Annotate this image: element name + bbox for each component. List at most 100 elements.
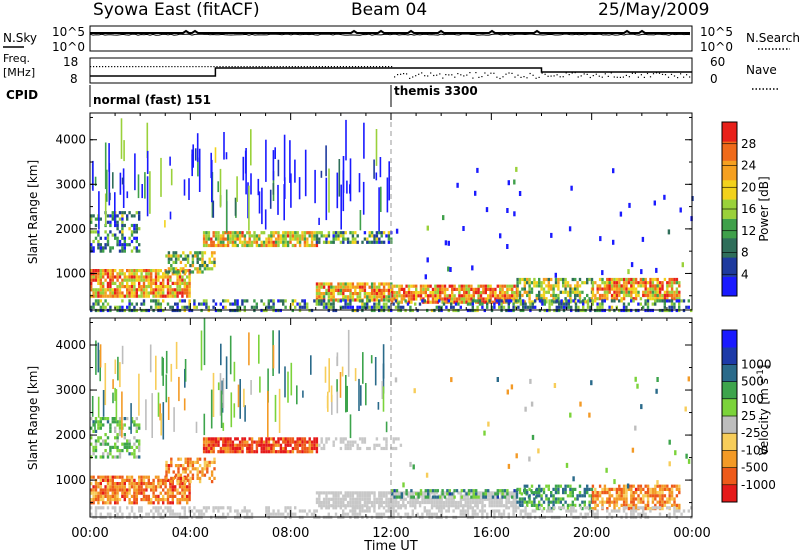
scatter-cell [325, 237, 328, 241]
scatter-streak [298, 177, 301, 200]
scatter-cell [334, 285, 338, 289]
scatter-cell [518, 281, 522, 285]
scatter-cell [412, 297, 415, 301]
scatter-cell [569, 293, 572, 298]
scatter-cell [658, 497, 662, 501]
scatter-cell [630, 281, 633, 285]
scatter-cell [603, 293, 607, 298]
scatter-cell [159, 305, 162, 309]
scatter-cell [594, 297, 597, 301]
scatter-cell [627, 503, 631, 507]
scatter-cell [255, 234, 259, 238]
scatter-streak [165, 350, 168, 374]
scatter-cell [531, 434, 535, 440]
scatter-cell [128, 498, 131, 502]
scatter-cell [658, 284, 662, 288]
scatter-cell [277, 231, 280, 235]
scatter-cell [507, 305, 510, 309]
scatter-cell [431, 294, 435, 298]
scatter-cell [166, 491, 170, 495]
scatter-cell [675, 509, 678, 513]
scatter-cell [322, 443, 326, 447]
scatter-cell [133, 275, 136, 279]
scatter-cell [552, 503, 555, 507]
scatter-cell [106, 452, 110, 456]
scatter-cell [152, 494, 155, 498]
scatter-cell [557, 277, 560, 282]
scatter-cell [118, 420, 122, 424]
scatter-cell [458, 287, 461, 291]
nave-dot [126, 66, 128, 68]
scatter-cell [661, 293, 664, 298]
scatter-cell [186, 501, 189, 505]
scatter-cell [109, 429, 112, 433]
scatter-cell [484, 284, 487, 288]
scatter-streak [203, 318, 206, 366]
scatter-cell [92, 485, 95, 489]
scatter-cell [172, 267, 175, 271]
scatter-cell [361, 437, 364, 441]
scatter-cell [121, 214, 124, 218]
scatter-cell [378, 302, 381, 306]
scatter-cell [516, 500, 519, 504]
scatter-cell [507, 302, 510, 306]
scatter-cell [622, 487, 626, 491]
scatter-cell [178, 285, 182, 289]
scatter-cell [152, 291, 155, 295]
scatter-cell [622, 305, 626, 309]
scatter-cell [626, 483, 630, 489]
scatter-streak [318, 217, 320, 225]
scatter-cell [118, 475, 122, 479]
scatter-cell [200, 512, 203, 516]
scatter-streak [354, 368, 357, 382]
scatter-cell [346, 440, 350, 444]
scatter-cell [296, 440, 299, 444]
scatter-cell [435, 497, 439, 501]
scatter-cell [456, 182, 459, 188]
scatter-cell [184, 264, 187, 268]
scatter-cell [452, 491, 455, 495]
scatter-cell [666, 500, 669, 504]
scatter-cell [642, 284, 645, 288]
scatter-cell [415, 287, 418, 291]
scatter-cell [516, 277, 519, 282]
scatter-cell [590, 487, 594, 491]
scatter-cell [581, 507, 584, 511]
scatter-streak [108, 163, 111, 206]
scatter-cell [445, 504, 448, 508]
scatter-cell [467, 300, 471, 304]
scatter-cell [246, 243, 249, 248]
scatter-cell [109, 485, 112, 489]
scatter-cell [373, 494, 376, 498]
scatter-cell [419, 294, 423, 298]
scatter-cell [135, 272, 138, 276]
scatter-cell [493, 500, 496, 505]
nave-dot [195, 66, 197, 68]
scatter-cell [138, 488, 141, 492]
scatter-cell [267, 446, 271, 451]
scatter-cell [279, 443, 283, 447]
nave-dot [339, 66, 341, 68]
scatter-cell [231, 450, 235, 454]
scatter-cell [183, 512, 186, 516]
scatter-cell [174, 270, 178, 274]
scatter-cell [142, 278, 146, 282]
colorbar-swatch [722, 276, 737, 297]
scatter-cell [571, 500, 574, 504]
scatter-cell [512, 491, 515, 495]
scatter-cell [391, 291, 394, 295]
scatter-cell [222, 506, 225, 510]
scatter-cell [501, 294, 504, 298]
scatter-cell [545, 494, 548, 498]
scatter-cell [226, 243, 230, 248]
nave-dot [108, 66, 110, 68]
scatter-cell [342, 285, 345, 289]
scatter-cell [512, 500, 515, 505]
scatter-cell [644, 293, 647, 298]
scatter-cell [503, 284, 507, 288]
nave-dot [123, 66, 125, 68]
nave-dot [502, 76, 504, 78]
scatter-cell [208, 260, 211, 264]
scatter-cell [470, 297, 473, 301]
nave-dot [354, 66, 357, 68]
